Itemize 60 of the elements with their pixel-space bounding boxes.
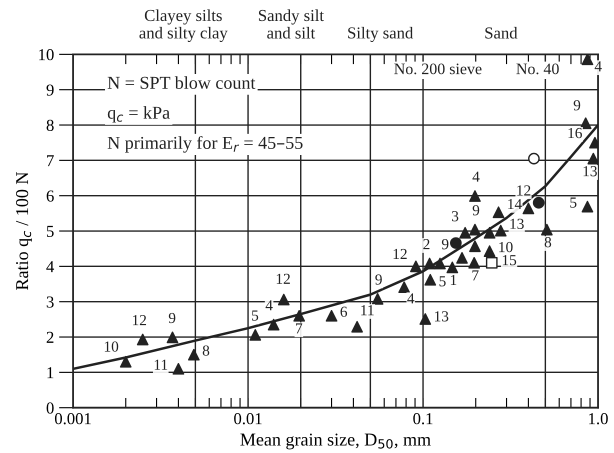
annotation: 5	[570, 198, 576, 208]
y-tick-label: 2	[46, 332, 54, 343]
x-tick-label: 0.01	[234, 413, 262, 424]
annotation: 4	[594, 61, 602, 72]
y-tick-label: 5	[46, 226, 54, 237]
annotation: 1	[450, 274, 456, 286]
y-tick-label: 1	[47, 367, 54, 378]
annotation: No. 40	[516, 63, 559, 74]
x-axis-title: Mean grain size, D$_{50}$, mm	[240, 434, 431, 450]
text: Sand	[485, 26, 518, 39]
y-tick-label: 9	[46, 84, 54, 96]
annotation: 13	[510, 218, 524, 229]
annotation: 9	[442, 239, 448, 250]
annotation: 12	[517, 185, 530, 196]
text: Silty sand	[348, 26, 414, 42]
y-tick-label: 3	[46, 296, 54, 308]
annotation: 2	[423, 239, 430, 250]
annotation: 12	[276, 274, 290, 284]
annotation: 9	[168, 312, 176, 324]
annotation: 7	[472, 270, 479, 280]
annotation: 13	[434, 311, 448, 322]
annotation: 15	[502, 255, 516, 266]
annotation: 8	[544, 237, 552, 248]
annotation: 4	[472, 172, 480, 182]
annotation: N = SPT blow count	[108, 76, 256, 89]
annotation: 5	[252, 310, 258, 321]
annotation: 3	[452, 211, 458, 222]
annotation: 4	[407, 293, 414, 304]
text: Clayey silts and silty clay	[139, 9, 228, 42]
annotation: 11	[361, 305, 374, 316]
annotation: No. 200 sieve	[394, 63, 482, 74]
annotation: 8	[202, 345, 210, 356]
y-tick-label: 10	[39, 49, 54, 60]
annotation: 4	[266, 300, 273, 310]
annotation: 11	[154, 360, 168, 370]
annotation: 13	[584, 166, 597, 176]
annotation: 16	[568, 128, 582, 138]
y-tick-label: 7	[47, 155, 54, 166]
y-tick-label: 8	[46, 120, 54, 131]
text: Sandy silt and silt	[258, 9, 324, 39]
annotation: N primarily for E$_{r}$ = 45–55	[108, 136, 303, 153]
y-tick-label: 4	[46, 261, 54, 272]
annotation: 7	[296, 323, 302, 334]
annotation: 10	[104, 341, 118, 352]
annotation: q$_{c}$ = kPa	[108, 106, 170, 122]
annotation: 9	[375, 274, 382, 285]
annotation: 12	[132, 315, 146, 326]
annotation: 10	[499, 242, 513, 252]
x-tick-label: 0.001	[54, 413, 91, 424]
x-tick-label: 0.1	[413, 413, 432, 424]
annotation: 14	[508, 198, 522, 210]
y-tick-label: 0	[46, 402, 54, 414]
annotation: 5	[440, 276, 446, 286]
annotation: 6	[340, 306, 348, 317]
annotation: 9	[574, 100, 580, 110]
x-tick-label: 1.0	[589, 413, 608, 424]
annotation: 9	[472, 205, 480, 216]
y-tick-label: 6	[46, 190, 54, 202]
annotation: 12	[394, 248, 407, 259]
y-axis-title: Ratio q$_{c}$ / 100 N	[16, 172, 32, 290]
